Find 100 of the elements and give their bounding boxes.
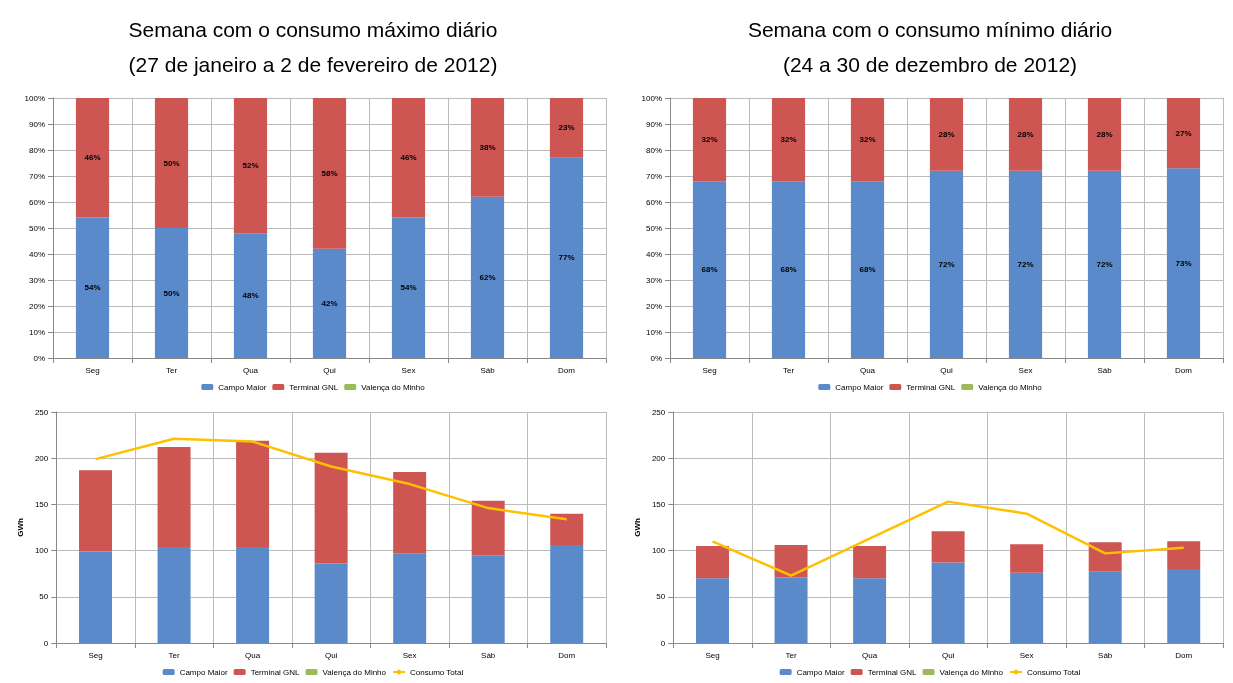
y-tick-label: 50 [656, 592, 666, 602]
bar [1010, 544, 1044, 573]
y-tick-label: 70% [645, 171, 662, 181]
bar [692, 181, 727, 358]
bar [1088, 542, 1122, 572]
y-tick-label: 40% [28, 249, 45, 259]
data-label: 46% [84, 153, 101, 163]
legend-label: Consumo Total [1027, 667, 1081, 677]
data-label: 50% [163, 288, 180, 298]
x-tick-label: Qua [859, 365, 876, 375]
bar [471, 555, 505, 643]
y-tick-label: 90% [28, 119, 45, 129]
bar [853, 578, 887, 643]
legend-label: Campo Maior [796, 667, 845, 677]
bar [154, 98, 189, 228]
x-tick-label: Sáb [480, 365, 496, 375]
data-label: 32% [780, 135, 797, 145]
bar [393, 472, 427, 554]
x-tick-label: Seg [705, 650, 720, 660]
x-tick-label: Sáb [1097, 365, 1113, 375]
y-tick-label: 70% [28, 171, 45, 181]
data-label: 77% [558, 253, 575, 263]
y-tick-label: 0 [43, 638, 49, 648]
y-tick-label: 10% [645, 327, 662, 337]
bar [236, 440, 270, 547]
x-tick-label: Dom [558, 365, 576, 375]
line-series [711, 500, 1185, 577]
y-axis-title: GWh [632, 518, 642, 537]
y-tick-label: 100 [34, 546, 49, 556]
bar [470, 196, 505, 358]
x-tick-label: Sex [1018, 365, 1033, 375]
y-tick-label: 100% [641, 93, 662, 103]
legend-label: Terminal GNL [289, 382, 339, 392]
y-tick-label: 80% [645, 145, 662, 155]
y-axis-title: GWh [15, 518, 25, 537]
bar [314, 452, 348, 564]
bar [771, 98, 806, 182]
x-tick-label: Ter [165, 365, 178, 375]
bar [1167, 569, 1201, 643]
bar [1008, 170, 1043, 358]
y-tick-label: 40% [645, 249, 662, 259]
chart-subtitle: (27 de janeiro a 2 de fevereiro de 2012) [128, 53, 498, 76]
bar [850, 98, 885, 182]
y-tick-label: 50 [39, 592, 49, 602]
bar [550, 545, 584, 643]
legend-label: Valença do Minho [361, 382, 426, 392]
bar [774, 545, 808, 578]
line-series [94, 437, 568, 521]
bar [470, 98, 505, 197]
y-tick-label: 80% [28, 145, 45, 155]
legend-label: Terminal GNL [250, 667, 301, 677]
y-tick-label: 200 [651, 453, 666, 463]
data-label: 42% [321, 298, 338, 308]
legend-label: Campo Maior [835, 382, 884, 392]
data-label: 68% [859, 265, 876, 275]
x-tick-label: Dom [558, 650, 576, 660]
y-tick-label: 100 [651, 546, 666, 556]
x-tick-label: Seg [85, 365, 100, 375]
x-tick-label: Ter [782, 365, 795, 375]
y-tick-label: 30% [28, 275, 45, 285]
legend-label: Valença do Minho [978, 382, 1043, 392]
bar [1167, 541, 1201, 570]
bar [696, 578, 730, 643]
bar [157, 546, 191, 643]
x-tick-label: Seg [702, 365, 717, 375]
x-tick-label: Dom [1175, 365, 1193, 375]
data-label: 28% [1017, 129, 1034, 139]
data-label: 28% [1096, 129, 1113, 139]
y-tick-label: 200 [34, 453, 49, 463]
data-label: 62% [479, 272, 496, 282]
legend-label: Terminal GNL [906, 382, 956, 392]
y-tick-label: 250 [34, 407, 49, 417]
bar [1087, 98, 1122, 171]
data-label: 68% [780, 265, 797, 275]
bar [75, 98, 110, 218]
legend-label: Valença do Minho [322, 667, 387, 677]
x-tick-label: Qui [940, 365, 953, 375]
legend-label: Terminal GNL [867, 667, 918, 677]
x-tick-label: Qua [242, 365, 259, 375]
bar [549, 98, 584, 158]
bar [929, 170, 964, 358]
x-tick-label: Dom [1175, 650, 1193, 660]
x-tick-label: Qua [245, 650, 261, 660]
bar [312, 98, 347, 249]
chart-title: Semana com o consumo máximo diário [128, 18, 498, 41]
data-label: 58% [321, 168, 338, 178]
data-label: 72% [1017, 259, 1034, 269]
bar [312, 248, 347, 358]
bar [853, 545, 887, 579]
y-tick-label: 20% [28, 301, 45, 311]
y-tick-label: 90% [645, 119, 662, 129]
y-tick-label: 60% [28, 197, 45, 207]
data-label: 28% [938, 129, 955, 139]
data-label: 32% [701, 135, 718, 145]
y-tick-label: 20% [645, 301, 662, 311]
y-tick-label: 0 [660, 638, 666, 648]
y-tick-label: 150 [34, 499, 49, 509]
chart-title: Semana com o consumo mínimo diário [747, 18, 1113, 41]
bar [314, 563, 348, 643]
bar [929, 98, 964, 171]
